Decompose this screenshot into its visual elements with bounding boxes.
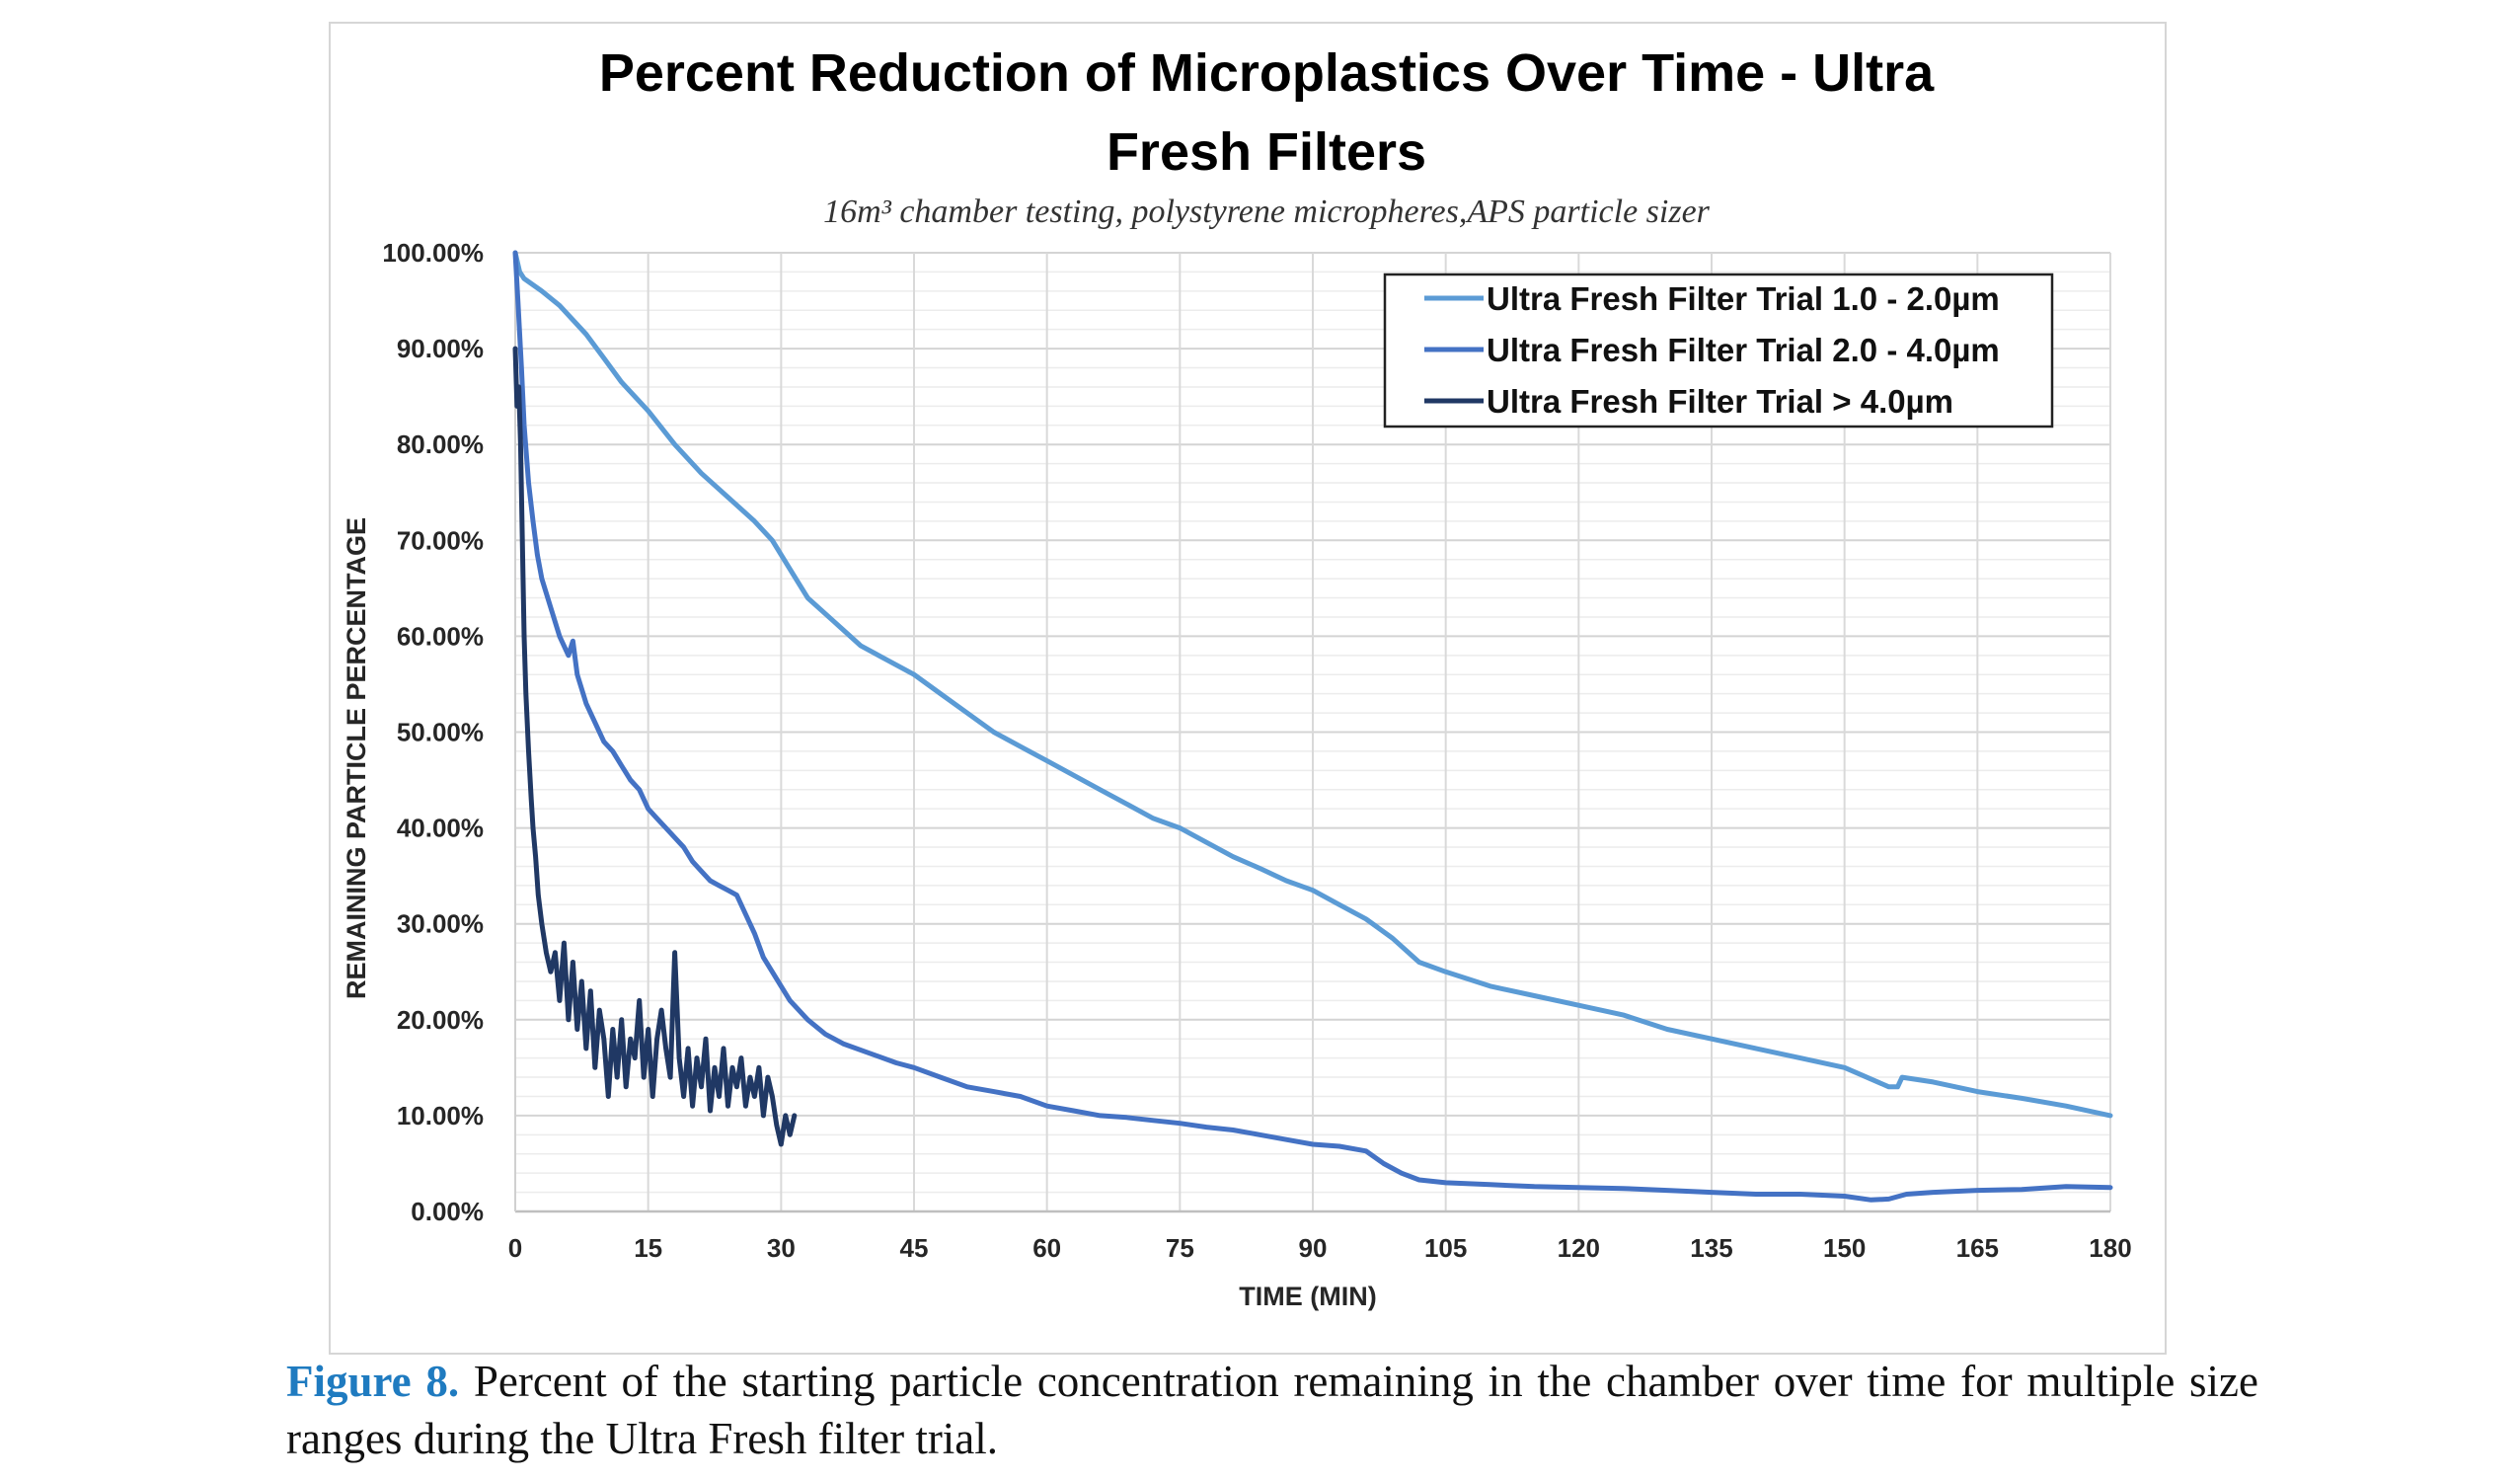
figure-caption: Figure 8. Percent of the starting partic… — [286, 1353, 2258, 1467]
y-tick-label: 10.00% — [397, 1101, 484, 1130]
y-tick-label: 40.00% — [397, 814, 484, 843]
x-tick-label: 45 — [900, 1233, 929, 1263]
series-line-2 — [512, 250, 2113, 1203]
legend-label-series-1: Ultra Fresh Filter Trial 1.0 - 2.0µm — [1487, 280, 2000, 317]
x-tick-label: 180 — [2089, 1233, 2131, 1263]
legend-box — [1383, 273, 2054, 429]
chart-title-line-1: Percent Reduction of Microplastics Over … — [599, 43, 1935, 103]
series-line-1 — [512, 250, 2113, 1119]
y-axis-title: REMAINING PARTICLE PERCENTAGE — [342, 517, 371, 999]
y-tick-label: 20.00% — [397, 1005, 484, 1035]
x-tick-label: 15 — [634, 1233, 662, 1263]
y-tick-label: 100.00% — [382, 238, 484, 268]
chart: Percent Reduction of Microplastics Over … — [342, 43, 2132, 1311]
figure-caption-text: Percent of the starting particle concent… — [286, 1357, 2258, 1463]
x-axis-title: TIME (MIN) — [1239, 1282, 1376, 1311]
y-tick-label: 90.00% — [397, 334, 484, 363]
legend: Ultra Fresh Filter Trial 1.0 - 2.0µm Ult… — [1383, 273, 2054, 429]
x-tick-label: 135 — [1690, 1233, 1732, 1263]
series-lines — [512, 250, 2113, 1203]
y-tick-label: 50.00% — [397, 718, 484, 747]
axes: 0.00% 10.00% 20.00% 30.00% 40.00% 50.00% 60.00… — [382, 238, 2131, 1263]
y-tick-label: 80.00% — [397, 429, 484, 459]
x-tick-label: 0 — [508, 1233, 522, 1263]
figure-caption-label: Figure 8. — [286, 1357, 460, 1406]
y-tick-label: 70.00% — [397, 525, 484, 555]
x-tick-label: 75 — [1166, 1233, 1194, 1263]
series-line-3 — [512, 346, 798, 1147]
y-tick-label: 60.00% — [397, 621, 484, 651]
x-tick-label: 30 — [767, 1233, 796, 1263]
legend-label-series-3: Ultra Fresh Filter Trial > 4.0µm — [1487, 383, 1953, 420]
x-tick-label: 60 — [1032, 1233, 1061, 1263]
y-tick-label: 30.00% — [397, 909, 484, 939]
gridlines — [514, 252, 2111, 1212]
x-tick-label: 120 — [1558, 1233, 1600, 1263]
chart-subtitle: 16m³ chamber testing, polystyrene microp… — [823, 194, 1711, 230]
chart-title-line-2: Fresh Filters — [1107, 122, 1426, 182]
x-tick-label: 165 — [1956, 1233, 1999, 1263]
x-tick-label: 105 — [1424, 1233, 1467, 1263]
x-tick-label: 150 — [1823, 1233, 1866, 1263]
y-tick-label: 0.00% — [411, 1197, 484, 1226]
x-tick-label: 90 — [1299, 1233, 1328, 1263]
legend-label-series-2: Ultra Fresh Filter Trial 2.0 - 4.0µm — [1487, 332, 2000, 368]
